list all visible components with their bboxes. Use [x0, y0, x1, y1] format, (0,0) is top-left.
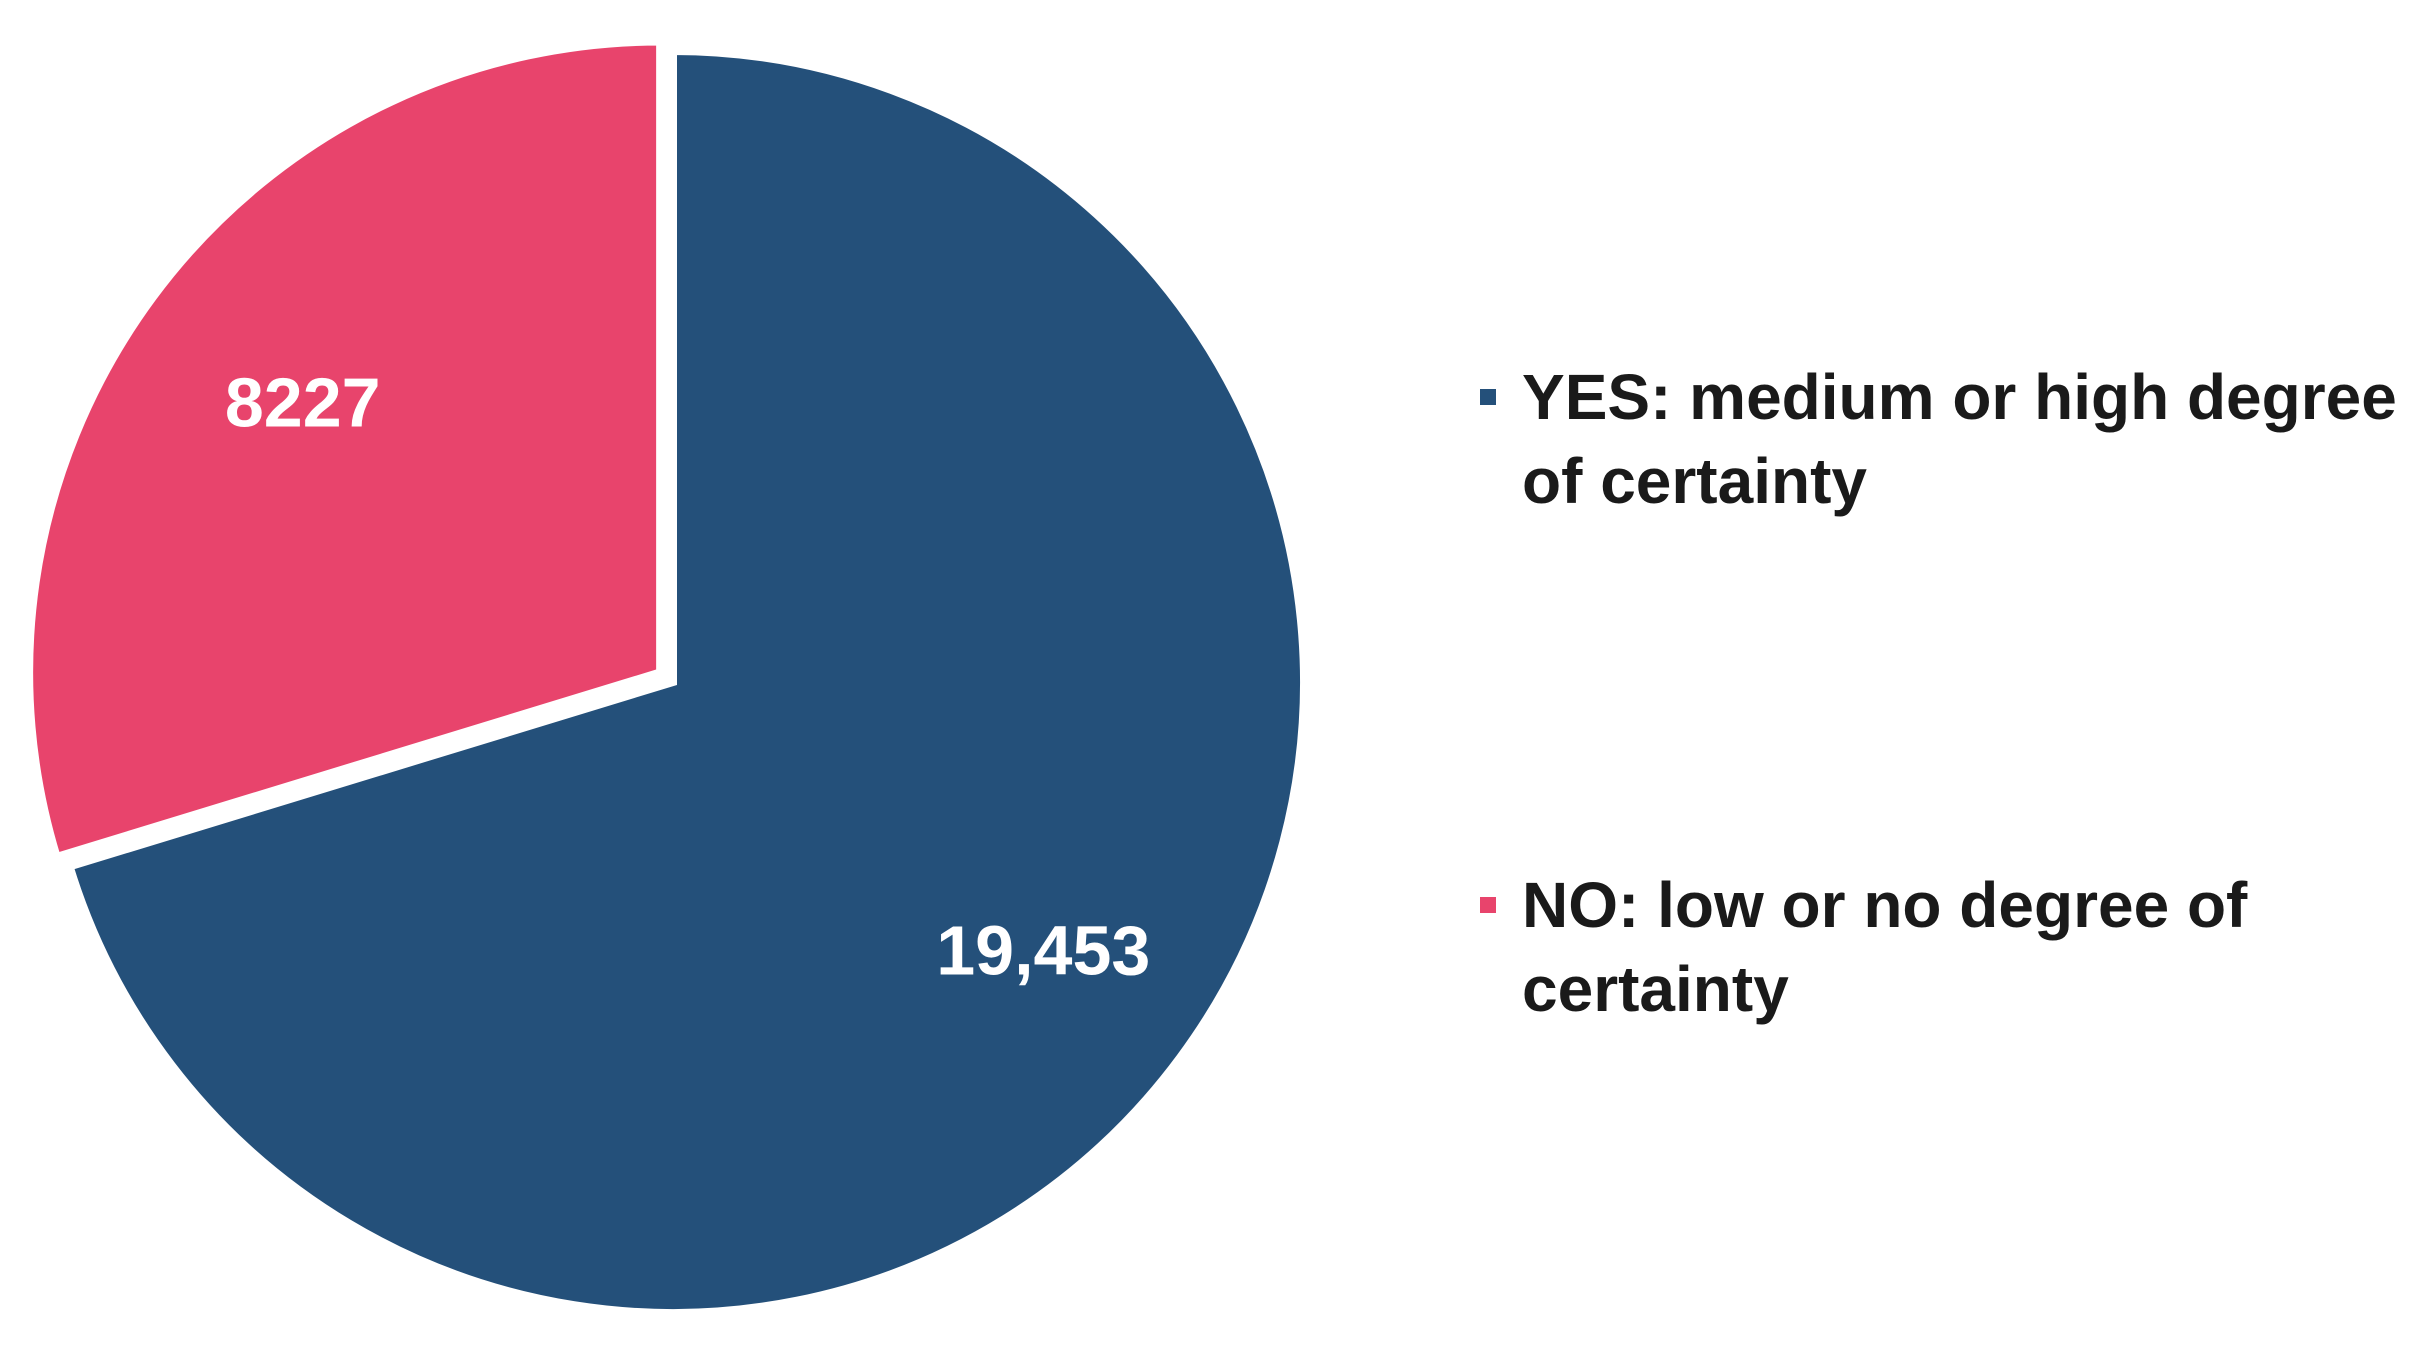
- legend-item: YES: medium or high degree of certainty: [1480, 355, 2400, 523]
- legend-label: YES: medium or high degree of certainty: [1522, 361, 2397, 517]
- legend-swatch: [1480, 897, 1496, 913]
- pie-slice: [64, 46, 1308, 1317]
- legend-swatch: [1480, 389, 1496, 405]
- chart: 19,453 8227: [25, 37, 1308, 1317]
- legend-label: NO: low or no degree of certainty: [1522, 869, 2248, 1025]
- pie-slice: [25, 37, 665, 862]
- slice-label: 19,453: [936, 911, 1150, 989]
- legend-item: NO: low or no degree of certainty: [1480, 863, 2400, 1031]
- slice-label: 8227: [225, 363, 381, 441]
